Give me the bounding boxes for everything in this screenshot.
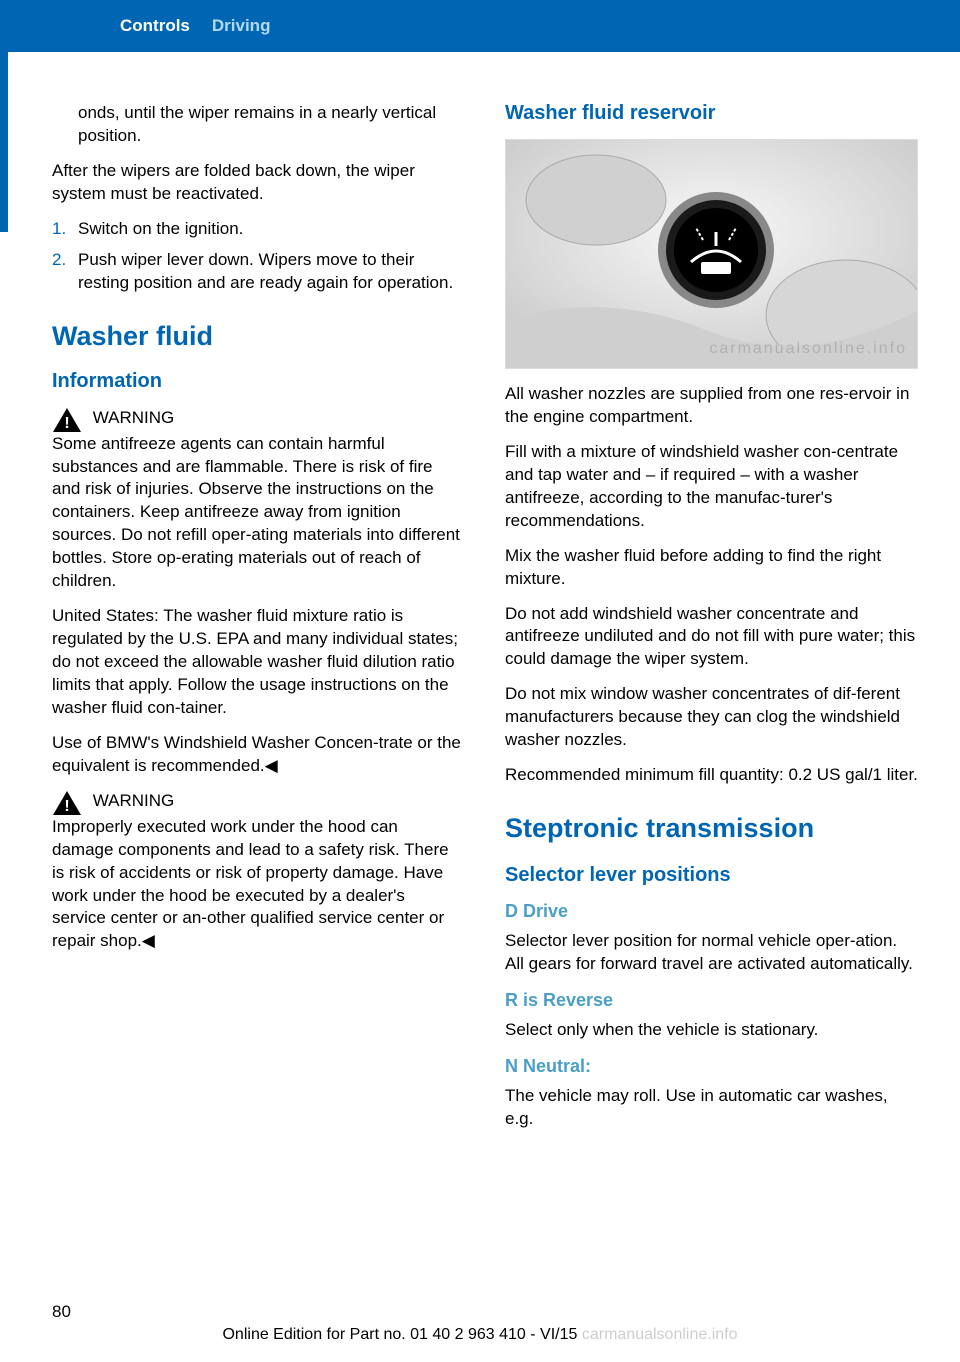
list-number: 1. <box>52 218 78 241</box>
body-text: Selector lever position for normal vehic… <box>505 930 918 976</box>
body-text: Recommended minimum fill quantity: 0.2 U… <box>505 764 918 787</box>
warning-label: WARNING <box>93 791 175 810</box>
warning-block: ! WARNING Improperly executed work under… <box>52 790 463 954</box>
warning-text: Improperly executed work under the hood … <box>52 817 449 951</box>
list-item: 2. Push wiper lever down. Wipers move to… <box>52 249 463 295</box>
body-text: Use of BMW's Windshield Washer Concen‐tr… <box>52 732 463 778</box>
body-text: Fill with a mixture of windshield washer… <box>505 441 918 533</box>
svg-text:!: ! <box>64 798 69 815</box>
subsection-heading: Selector lever positions <box>505 864 918 887</box>
sub-sub-heading: D Drive <box>505 901 918 922</box>
reservoir-figure: carmanualsonline.info <box>505 139 918 369</box>
header-tab-controls: Controls <box>120 16 190 36</box>
svg-text:!: ! <box>64 415 69 432</box>
list-text: Switch on the ignition. <box>78 218 243 241</box>
warning-label: WARNING <box>93 408 175 427</box>
body-text: After the wipers are folded back down, t… <box>52 160 463 206</box>
header-bar: Controls Driving <box>0 0 960 52</box>
footer-watermark: carmanualsonline.info <box>582 1326 738 1343</box>
body-text: Mix the washer fluid before adding to fi… <box>505 545 918 591</box>
left-column: onds, until the wiper remains in a nearl… <box>52 102 463 1143</box>
page-number: 80 <box>52 1302 71 1322</box>
body-text: Do not mix window washer concentrates of… <box>505 683 918 752</box>
footer-text: Online Edition for Part no. 01 40 2 963 … <box>222 1326 577 1343</box>
body-text: United States: The washer fluid mixture … <box>52 605 463 720</box>
body-text: Select only when the vehicle is stationa… <box>505 1019 918 1042</box>
subsection-heading: Information <box>52 370 463 393</box>
page-content: onds, until the wiper remains in a nearl… <box>0 52 960 1143</box>
side-accent <box>0 52 8 232</box>
warning-block: ! WARNING Some antifreeze agents can con… <box>52 407 463 594</box>
right-column: Washer fluid reservoir <box>505 102 918 1143</box>
body-text: Do not add windshield washer concentrate… <box>505 603 918 672</box>
sub-sub-heading: R is Reverse <box>505 990 918 1011</box>
section-heading: Washer fluid <box>52 321 463 352</box>
list-item: 1. Switch on the ignition. <box>52 218 463 241</box>
header-tab-driving: Driving <box>212 16 271 36</box>
warning-icon: ! <box>52 407 82 433</box>
figure-watermark: carmanualsonline.info <box>709 340 907 358</box>
warning-icon: ! <box>52 790 82 816</box>
body-text: The vehicle may roll. Use in automatic c… <box>505 1085 918 1131</box>
subsection-heading: Washer fluid reservoir <box>505 102 918 125</box>
section-heading: Steptronic transmission <box>505 813 918 844</box>
warning-text: Some antifreeze agents can contain harmf… <box>52 434 460 591</box>
body-text: All washer nozzles are supplied from one… <box>505 383 918 429</box>
list-text: Push wiper lever down. Wipers move to th… <box>78 249 463 295</box>
sub-sub-heading: N Neutral: <box>505 1056 918 1077</box>
continuation-text: onds, until the wiper remains in a nearl… <box>78 102 463 148</box>
numbered-list: 1. Switch on the ignition. 2. Push wiper… <box>52 218 463 295</box>
list-number: 2. <box>52 249 78 295</box>
footer-line: Online Edition for Part no. 01 40 2 963 … <box>0 1326 960 1344</box>
